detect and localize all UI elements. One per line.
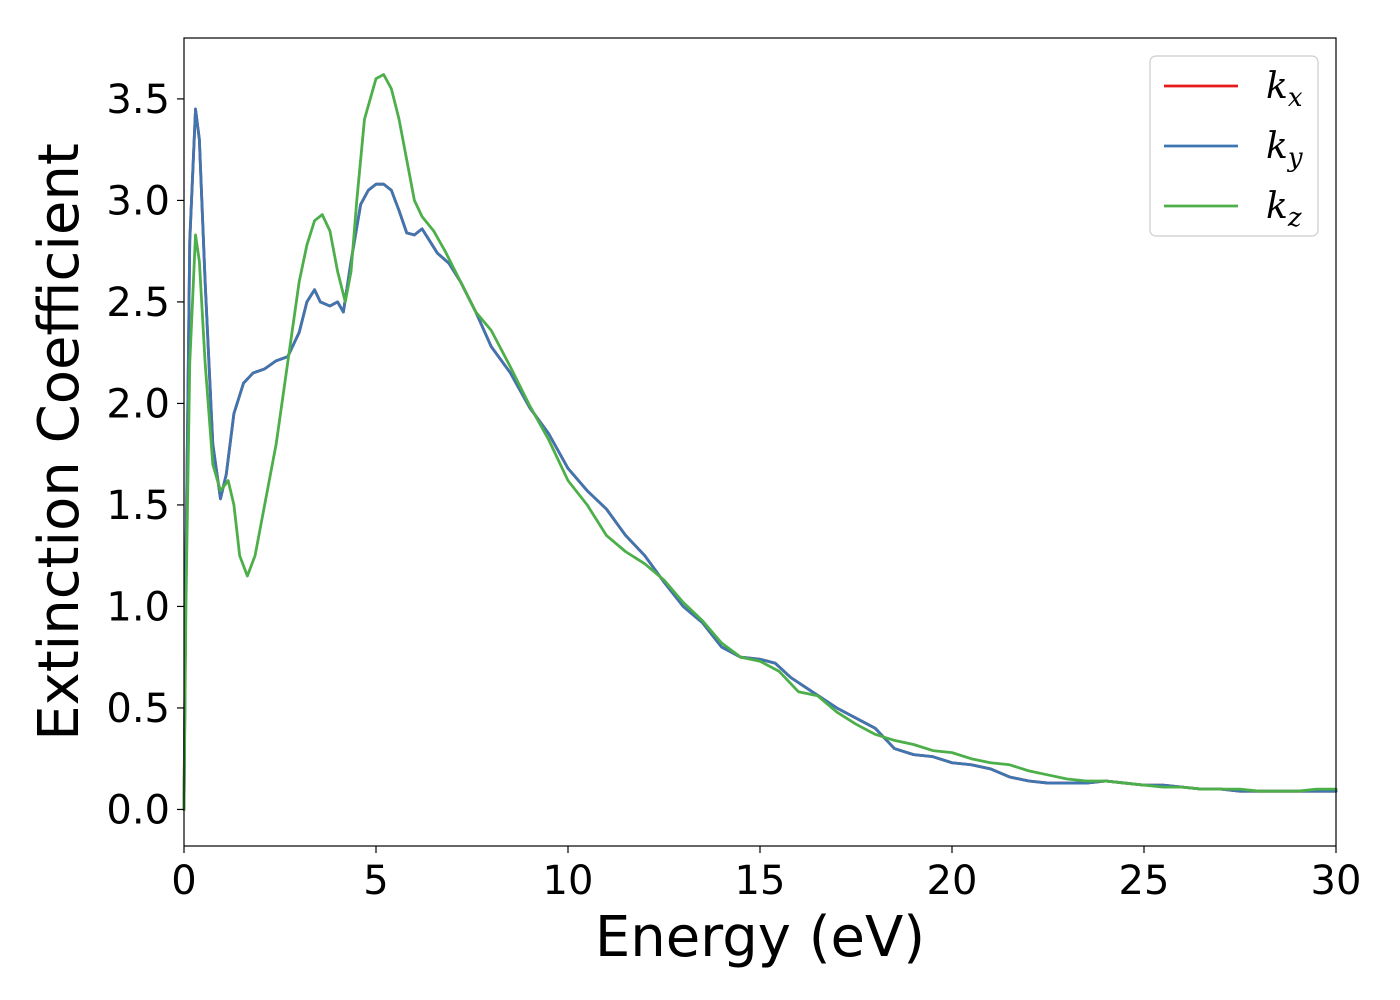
y-axis-label: Extinction Coefficient: [27, 143, 92, 741]
series-line-kz: [182, 73, 1338, 811]
y-axis-ticks: 0.0 0.5 1.0 1.5 2.0 2.5 3.0 3.5: [106, 77, 184, 833]
x-tick-label: 20: [927, 858, 978, 904]
legend-items: kx ky kz: [1164, 66, 1303, 233]
y-tick-label: 0.5: [106, 686, 170, 732]
y-tick-label: 2.5: [106, 280, 170, 326]
y-tick-label: 2.0: [106, 381, 170, 427]
y-tick-label: 1.5: [106, 483, 170, 529]
x-tick-label: 25: [1119, 858, 1170, 904]
x-tick-label: 5: [363, 858, 388, 904]
series-line-ky: [182, 107, 1338, 811]
x-tick-label: 15: [735, 858, 786, 904]
legend: kx ky kz: [1149, 55, 1319, 237]
y-tick-label: 3.0: [106, 178, 170, 224]
legend-label-kz: kz: [1266, 186, 1302, 233]
x-tick-label: 10: [543, 858, 594, 904]
x-tick-label: 30: [1311, 858, 1362, 904]
series-layer: [182, 73, 1338, 811]
x-axis-ticks: 0 5 10 15 20 25 30: [171, 846, 1361, 904]
y-tick-label: 3.5: [106, 77, 170, 123]
x-axis-label: Energy (eV): [595, 905, 925, 970]
y-tick-label: 0.0: [106, 787, 170, 833]
legend-label-kx: kx: [1266, 66, 1303, 113]
y-tick-label: 1.0: [106, 584, 170, 630]
legend-label-ky: ky: [1266, 126, 1303, 173]
x-tick-label: 0: [171, 858, 196, 904]
